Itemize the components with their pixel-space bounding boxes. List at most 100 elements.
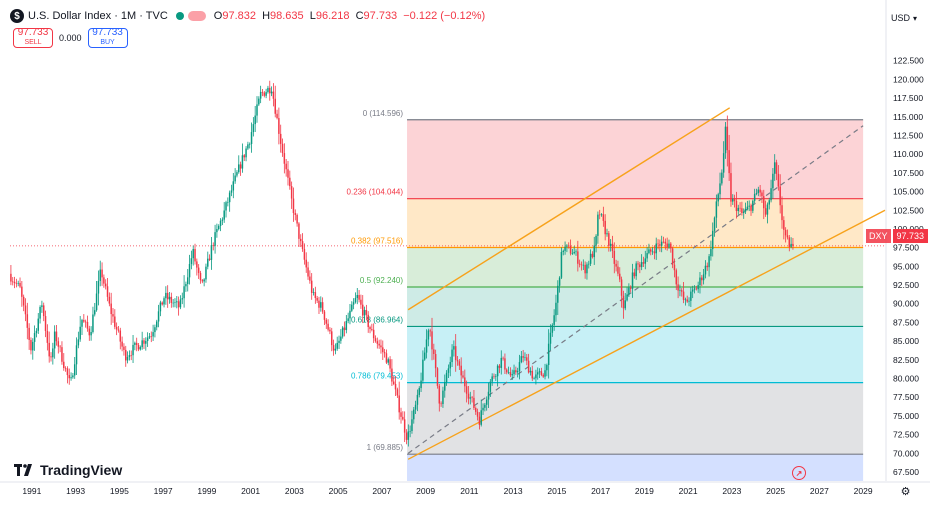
candle (166, 285, 169, 308)
candle-body (407, 431, 410, 440)
candle-body (83, 320, 85, 322)
candle-body (744, 208, 747, 212)
candle (254, 105, 256, 133)
candle (392, 376, 395, 386)
ohlc-values: O97.832 H98.635 L96.218 C97.733 −0.122 (… (213, 10, 486, 22)
candle (68, 368, 70, 385)
candle (117, 325, 120, 333)
candle (588, 260, 590, 269)
candle (409, 425, 411, 438)
candle (498, 363, 501, 374)
candle-body (243, 155, 245, 158)
candle (21, 280, 23, 307)
candle (279, 124, 282, 153)
candle-body (267, 87, 269, 93)
flag-icon[interactable] (187, 11, 206, 21)
candle-body (489, 381, 492, 392)
candle-body (41, 305, 43, 307)
candle (188, 254, 191, 285)
y-tick-label: 110.000 (893, 149, 923, 159)
candle-body (666, 243, 668, 248)
candle-body (332, 345, 335, 351)
candle (276, 109, 278, 120)
candle-body (181, 298, 184, 300)
candle (157, 304, 160, 328)
candle (243, 153, 245, 162)
candle-body (591, 253, 594, 258)
candle-body (609, 243, 612, 246)
candle (719, 172, 721, 200)
candle-body (15, 283, 18, 284)
candle-body (584, 264, 586, 274)
candle (245, 146, 247, 162)
buy-button[interactable]: 97.733 BUY (87, 28, 128, 48)
candle (70, 372, 72, 381)
candle (170, 292, 173, 308)
candle-body (219, 220, 222, 226)
candle-body (650, 249, 652, 252)
candle (733, 194, 736, 208)
candle (496, 364, 499, 387)
candle-body (469, 397, 472, 399)
candle (701, 275, 703, 287)
candle (728, 134, 730, 181)
candle-body (97, 280, 100, 294)
symbol-title[interactable]: U.S. Dollar Index · 1M · TVC (28, 10, 168, 22)
candle (303, 243, 306, 265)
candle (24, 298, 27, 322)
candle-body (185, 284, 187, 287)
candle (232, 173, 235, 199)
candle (779, 174, 781, 214)
candle-body (210, 245, 213, 260)
candle-body (250, 132, 253, 144)
go-to-realtime-icon[interactable]: ↗ (792, 466, 806, 480)
candle (236, 170, 238, 178)
candle-body (695, 288, 698, 290)
candle (405, 429, 408, 445)
candle (547, 329, 550, 379)
candle-body (702, 274, 705, 281)
candle-body (460, 365, 462, 376)
candle (312, 288, 315, 296)
candle-body (759, 189, 761, 193)
candle-body (569, 245, 572, 254)
tradingview-logo[interactable]: TradingView (14, 462, 122, 478)
candle-body (784, 229, 787, 236)
candle-body (680, 290, 683, 292)
candle (110, 292, 112, 325)
candle-body (338, 340, 340, 343)
candle (724, 121, 727, 159)
candle-body (81, 320, 83, 327)
candle-body (214, 232, 216, 246)
candle (414, 400, 417, 414)
candle-body (444, 382, 446, 391)
candle-body (137, 345, 140, 350)
candle (666, 237, 668, 251)
candle (422, 350, 424, 384)
candle (372, 323, 375, 343)
fib-zone (407, 198, 864, 248)
candle (61, 341, 63, 365)
sell-button[interactable]: 97.733 SELL (13, 28, 53, 48)
candle-body (391, 368, 393, 382)
candle-body (748, 205, 750, 207)
candle-body (378, 343, 380, 346)
candle (753, 188, 756, 204)
candle (633, 268, 636, 279)
channel-upper-line (407, 107, 731, 311)
candle-body (788, 237, 791, 247)
candle-body (92, 314, 94, 332)
candle-body (64, 367, 67, 369)
candle-body (655, 243, 657, 254)
candle-body (651, 251, 654, 253)
candle-body (161, 302, 163, 305)
spread-value: 0.000 (59, 33, 82, 43)
x-tick-label: 2027 (810, 486, 829, 496)
settings-icon[interactable]: ⚙ (900, 486, 911, 498)
currency-selector[interactable]: USD ▾ (886, 10, 922, 26)
candle (66, 366, 69, 384)
candle-body (402, 416, 404, 420)
candle (177, 296, 180, 316)
